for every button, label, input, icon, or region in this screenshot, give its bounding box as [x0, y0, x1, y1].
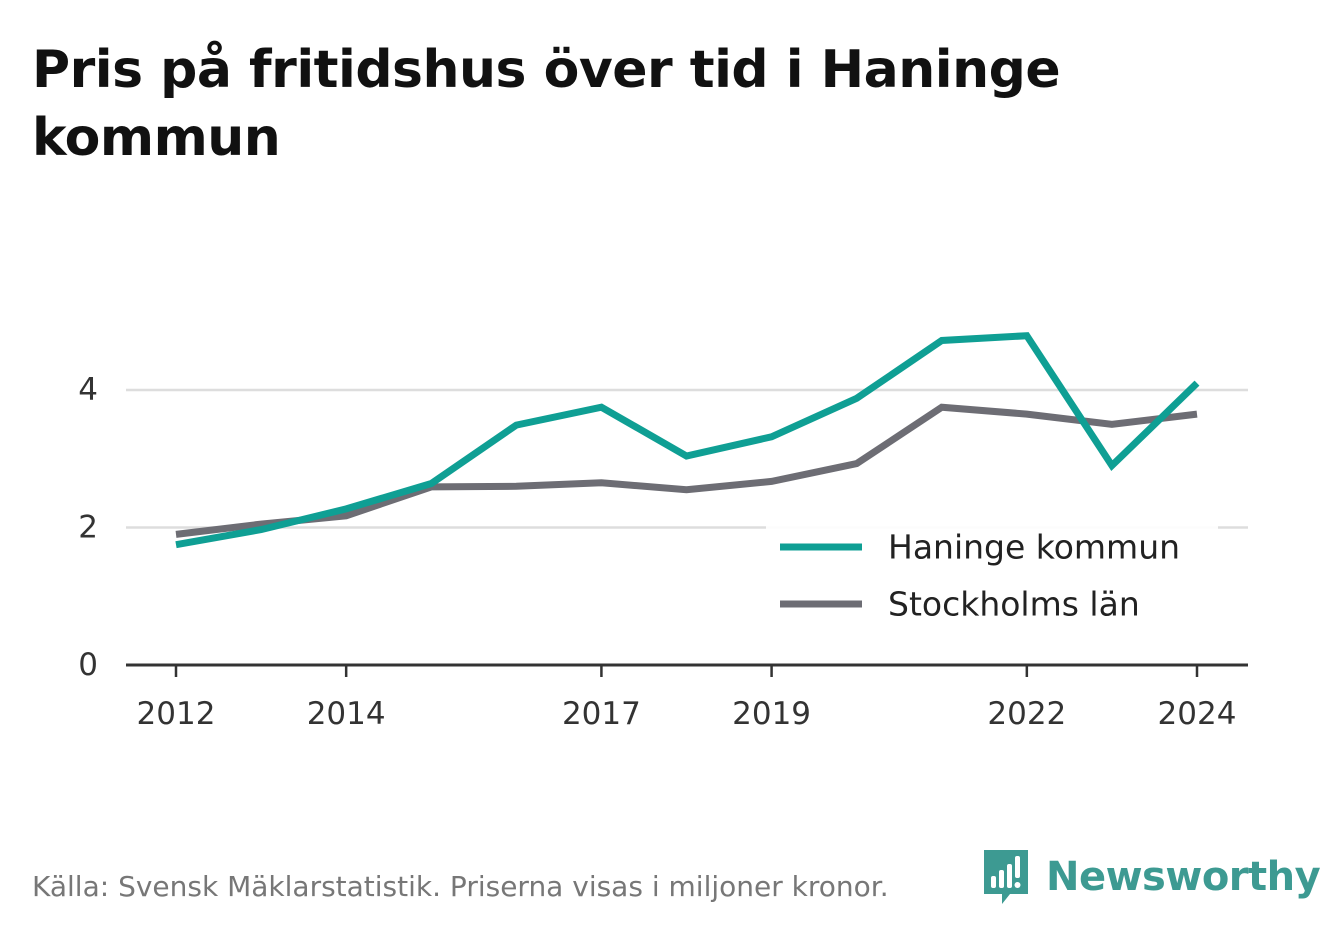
legend-label: Haninge kommun — [888, 528, 1180, 567]
series-lines — [175, 332, 1200, 549]
x-tick-label: 2022 — [987, 696, 1066, 732]
chart-title: Pris på fritidshus över tid i Haninge ko… — [32, 40, 1061, 168]
x-tick-label: 2019 — [732, 696, 811, 732]
y-tick-label: 4 — [78, 372, 98, 408]
brand-name: Newsworthy — [1046, 854, 1321, 900]
x-tick-label: 2014 — [307, 696, 386, 732]
legend-background — [766, 522, 1218, 634]
x-tick-label: 2017 — [562, 696, 641, 732]
series-line — [175, 332, 1200, 549]
brand-logo: Newsworthy — [980, 846, 1321, 908]
y-axis: 0 2 4 — [78, 372, 98, 683]
legend-label: Stockholms län — [888, 585, 1140, 624]
source-note: Källa: Svensk Mäklarstatistik. Priserna … — [32, 870, 889, 903]
y-tick-label: 2 — [78, 510, 98, 546]
legend: Haninge kommun Stockholms län — [766, 522, 1218, 634]
bar-chart-speech-bubble-icon — [984, 850, 1028, 904]
x-tick-label: 2024 — [1158, 696, 1237, 732]
x-tick-label: 2012 — [137, 696, 216, 732]
y-tick-label: 0 — [78, 647, 98, 683]
series-line — [175, 403, 1198, 538]
x-axis: 2012 2014 2017 2019 2022 2024 — [126, 663, 1248, 732]
